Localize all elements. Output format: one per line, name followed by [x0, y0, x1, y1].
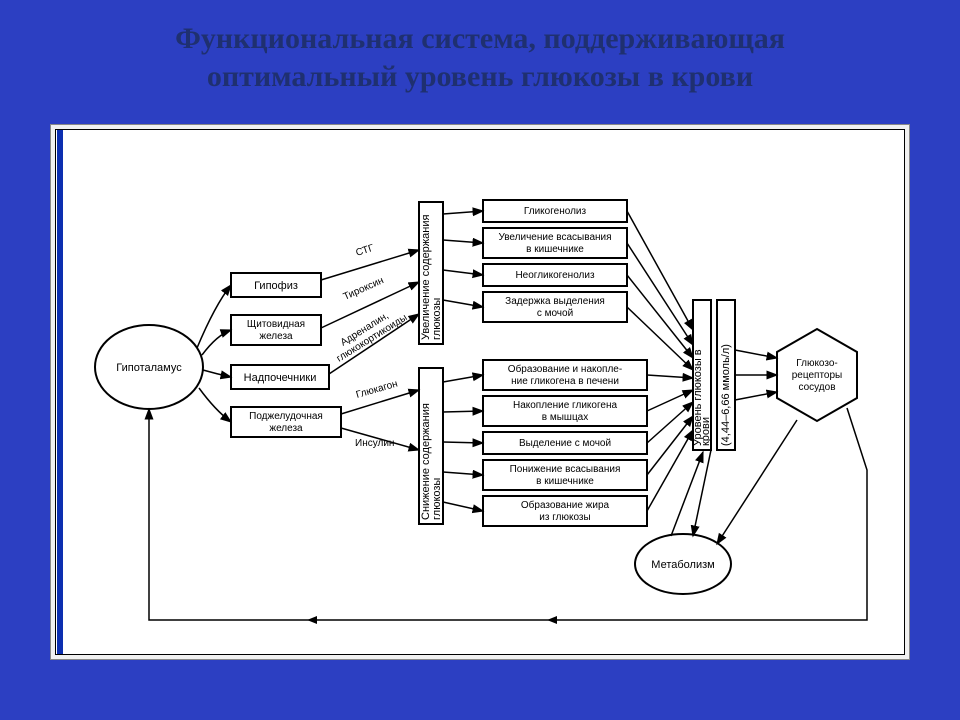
diagram-svg: Гипоталамус Гипофиз Щитовидная железа На… [56, 130, 904, 654]
label-dn1-2: ние гликогена в печени [511, 376, 619, 387]
edge-hypo-thyroid [202, 330, 231, 355]
label-dn5-1: Образование жира [521, 499, 610, 511]
label-level-2: крови [700, 417, 712, 446]
edge-dn2 [443, 411, 483, 412]
fb-tick-1 [547, 616, 557, 624]
edge-up4 [443, 300, 483, 307]
fb-tick-2 [307, 616, 317, 624]
edge-rng-3 [735, 392, 777, 400]
label-dn2-1: Накопление гликогена [513, 400, 618, 411]
label-thyroid-1: Щитовидная [247, 319, 305, 330]
edge-hypo-adrenal [203, 370, 231, 377]
edgelbl-insulin: Инсулин [355, 438, 394, 449]
left-accent [57, 130, 63, 654]
edge-lvl-5 [647, 375, 693, 378]
edge-up1 [443, 211, 483, 214]
label-recept-1: Глюкозо- [796, 358, 838, 369]
label-recept-2: рецепторы [792, 370, 843, 381]
label-up2-1: Увеличение всасывания [498, 232, 611, 243]
label-dn4-1: Понижение всасывания [510, 464, 621, 475]
edge-hypo-pancreas [199, 388, 231, 422]
label-up4-2: с мочой [537, 308, 573, 319]
label-up3: Неогликогенолиз [515, 270, 595, 281]
label-vbar-decrease-2: глюкозы [431, 478, 443, 520]
label-up4-1: Задержка выделения [505, 296, 605, 307]
edge-up3 [443, 270, 483, 275]
diagram-inner: Гипоталамус Гипофиз Щитовидная железа На… [55, 129, 905, 655]
label-gipofiz: Гипофиз [254, 280, 298, 292]
label-dn5-2: из глюкозы [539, 512, 590, 523]
title-line2: оптимальный уровень глюкозы в крови [207, 60, 753, 93]
edge-dn4 [443, 472, 483, 475]
edge-rng-1 [735, 350, 777, 358]
edge-up2 [443, 240, 483, 243]
label-dn3: Выделение с мочой [519, 438, 611, 449]
title-line1: Функциональная система, поддерживающая [175, 22, 785, 55]
diagram-panel: Гипоталамус Гипофиз Щитовидная железа На… [50, 124, 910, 660]
edge-level-metab [693, 450, 711, 536]
edge-lvl-9 [647, 430, 693, 511]
slide-title: Функциональная система, поддерживающая о… [0, 20, 960, 95]
edgelbl-stg: СТГ [355, 243, 376, 259]
edge-hypo-gipofiz [197, 285, 231, 348]
label-dn1-1: Образование и накопле- [508, 363, 622, 375]
label-pancreas-1: Поджелудочная [249, 411, 323, 422]
label-adrenal: Надпочечники [244, 372, 317, 384]
label-hypothalamus: Гипоталамус [116, 362, 182, 374]
label-thyroid-2: железа [259, 331, 293, 342]
edge-lvl-2 [627, 243, 693, 345]
edge-lvl-8 [647, 416, 693, 475]
label-pancreas-2: железа [269, 423, 303, 434]
edge-dn3 [443, 442, 483, 443]
label-dn2-2: в мышцах [542, 412, 588, 423]
label-vbar-increase-2: глюкозы [431, 298, 443, 340]
label-dn4-2: в кишечнике [536, 476, 594, 487]
edge-dn1 [443, 375, 483, 382]
edge-metab-level [671, 452, 703, 536]
label-metabolism: Метаболизм [651, 559, 714, 571]
edge-dn5 [443, 502, 483, 511]
edge-lvl-1 [627, 211, 693, 330]
slide: Функциональная система, поддерживающая о… [0, 0, 960, 720]
label-up2-2: в кишечнике [526, 244, 584, 255]
label-up1: Гликогенолиз [524, 206, 587, 217]
label-range: (4,44–6,66 ммоль/л) [720, 344, 732, 446]
edgelbl-tiroxin: Тироксин [342, 275, 386, 303]
label-recept-3: сосудов [798, 382, 835, 393]
